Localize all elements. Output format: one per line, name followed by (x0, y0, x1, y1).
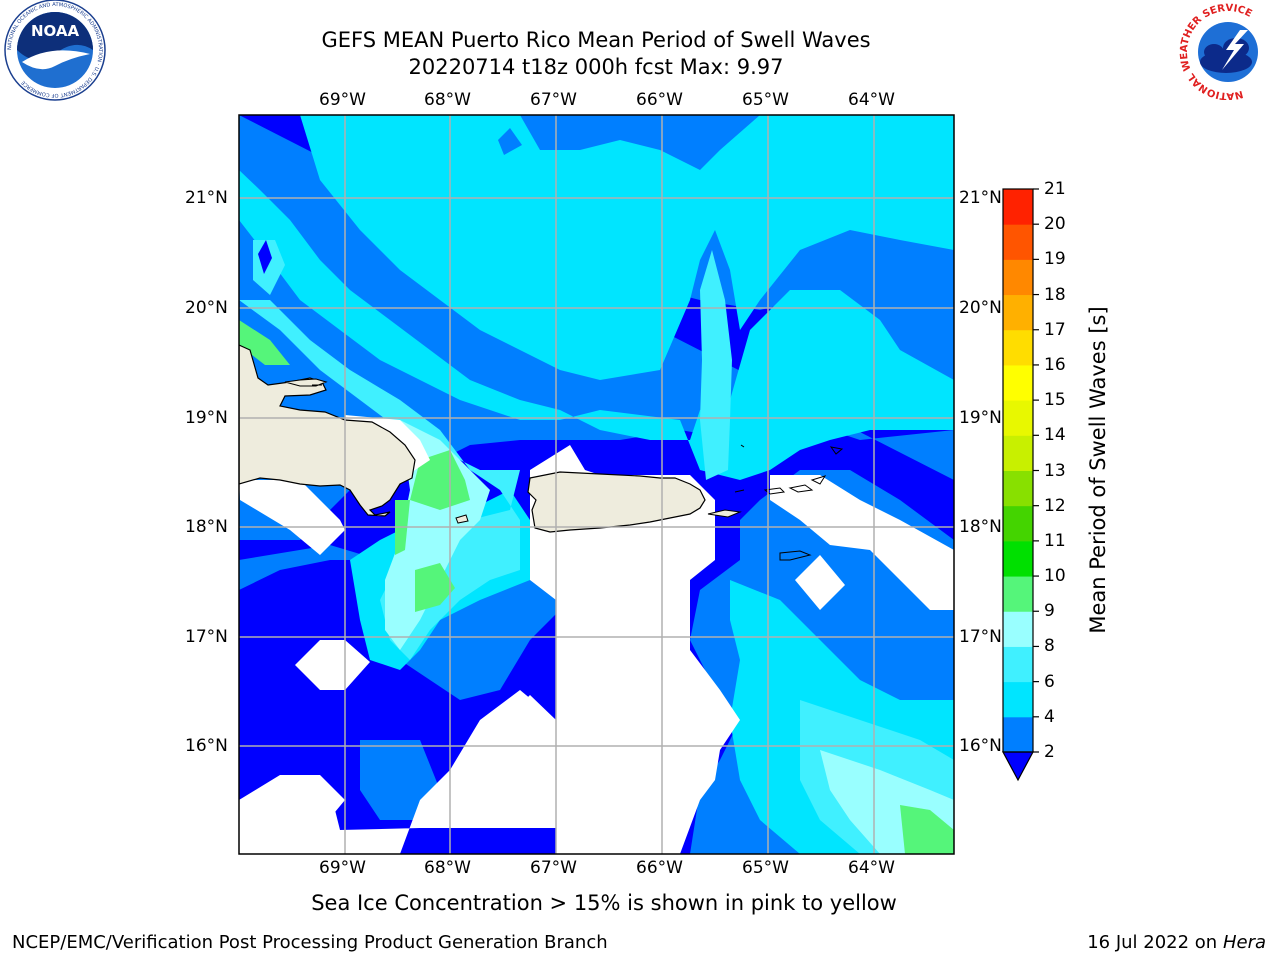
colorbar-tick-label: 16 (1044, 354, 1066, 375)
lat-label-left-21n: 21°N (185, 188, 228, 208)
colorbar-tick-label: 19 (1044, 249, 1066, 270)
lon-label-bottom-67w: 67°W (530, 858, 577, 878)
footer-date: 16 Jul 2022 on Hera (1087, 932, 1266, 953)
noaa-logo-text: NOAA (31, 22, 80, 40)
colorbar-title: Mean Period of Swell Waves [s] (1086, 306, 1110, 634)
colorbar-tick-label: 2 (1044, 742, 1055, 762)
footer-branch: NCEP/EMC/Verification Post Processing Pr… (12, 932, 608, 953)
map-field (239, 115, 954, 854)
chart-title: GEFS MEAN Puerto Rico Mean Period of Swe… (321, 28, 871, 52)
noaa-logo-icon: NATIONAL OCEANIC AND ATMOSPHERIC ADMINIS… (4, 0, 106, 101)
colorbar-tick-label: 12 (1044, 495, 1066, 516)
lon-label-top-64w: 64°W (848, 90, 895, 110)
lon-label-top-67w: 67°W (530, 90, 577, 110)
lat-label-left-17n: 17°N (185, 627, 228, 647)
graticule (239, 115, 954, 854)
lat-label-right-21n: 21°N (959, 188, 1002, 208)
lon-label-bottom-64w: 64°W (848, 858, 895, 878)
lat-label-right-18n: 18°N (959, 517, 1002, 537)
tortuga-island (284, 378, 328, 387)
field-4-6s-south (239, 545, 560, 820)
map-frame (238, 114, 955, 855)
colorbar-tick-label: 17 (1044, 319, 1066, 340)
footer-date-text: 16 Jul 2022 on (1087, 932, 1223, 953)
lon-label-bottom-66w: 66°W (636, 858, 683, 878)
colorbar-tick-label: 13 (1044, 460, 1066, 481)
lon-label-bottom-65w: 65°W (742, 858, 789, 878)
colorbar-tick-label: 20 (1044, 214, 1066, 235)
lon-label-top-65w: 65°W (742, 90, 789, 110)
puerto-rico-land (527, 471, 706, 533)
lon-label-bottom-68w: 68°W (424, 858, 471, 878)
lat-label-right-17n: 17°N (959, 627, 1002, 647)
lat-label-right-16n: 16°N (959, 736, 1002, 756)
colorbar-tick-label: 18 (1044, 284, 1066, 305)
nws-logo-icon: NATIONAL WEATHER SERVICE (1178, 0, 1278, 100)
colorbar-tick-label: 14 (1044, 425, 1066, 446)
vieques-island (707, 509, 742, 518)
lon-label-bottom-69w: 69°W (319, 858, 366, 878)
lat-label-left-20n: 20°N (185, 298, 228, 318)
chart-subtitle: 20220714 t18z 000h fcst Max: 9.97 (408, 55, 784, 79)
lon-label-top-68w: 68°W (424, 90, 471, 110)
colorbar-tick-label: 21 (1044, 179, 1066, 199)
colorbar-tick-label: 10 (1044, 566, 1066, 587)
colorbar-tick-label: 8 (1044, 636, 1055, 657)
colorbar-tick-label: 15 (1044, 390, 1066, 411)
lat-label-left-18n: 18°N (185, 517, 228, 537)
lat-label-left-19n: 19°N (185, 408, 228, 428)
colorbar-tick-label: 4 (1044, 706, 1055, 727)
colorbar-tick-label: 6 (1044, 671, 1055, 692)
saona-island (455, 514, 469, 524)
footer-machine: Hera (1222, 932, 1266, 953)
lat-label-left-16n: 16°N (185, 736, 228, 756)
virgin-islands (740, 444, 844, 561)
lon-label-top-69w: 69°W (319, 90, 366, 110)
field-spot-1 (258, 240, 272, 274)
colorbar-tick-label: 11 (1044, 530, 1066, 551)
field-6-8s (239, 115, 954, 854)
lat-label-right-19n: 19°N (959, 408, 1002, 428)
sea-ice-note: Sea Ice Concentration > 15% is shown in … (311, 891, 897, 915)
lon-label-top-66w: 66°W (636, 90, 683, 110)
culebra-island (734, 489, 745, 493)
lat-label-right-20n: 20°N (959, 298, 1002, 318)
colorbar-tick-label: 9 (1044, 601, 1055, 622)
field-spot-2 (498, 128, 522, 155)
